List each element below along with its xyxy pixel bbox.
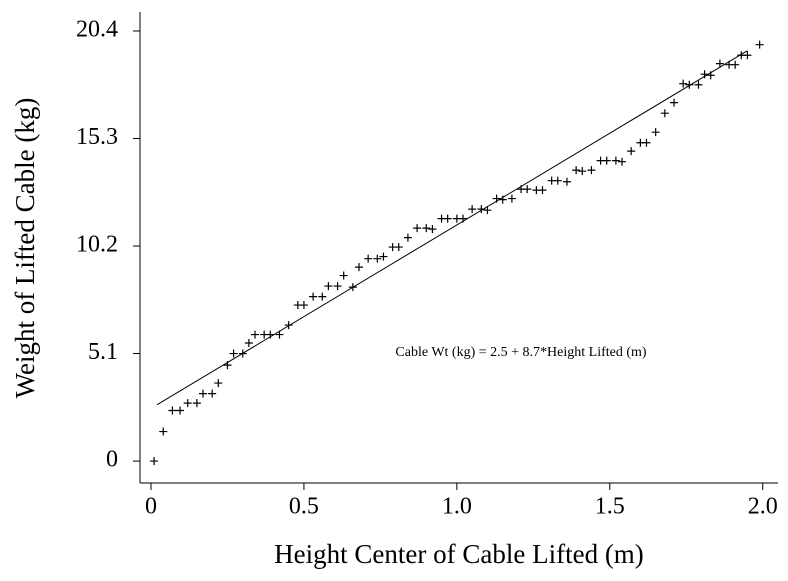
- point: [223, 361, 232, 370]
- point: [670, 98, 679, 107]
- point: [428, 225, 437, 234]
- point: [318, 292, 327, 301]
- point: [538, 186, 547, 195]
- point: [199, 389, 208, 398]
- point: [192, 399, 201, 408]
- point: [587, 166, 596, 175]
- point: [394, 243, 403, 252]
- y-tick-label: 15.3: [76, 124, 118, 150]
- fit-line: [156, 50, 748, 406]
- point: [562, 177, 571, 186]
- point: [458, 214, 467, 223]
- point: [250, 330, 259, 339]
- point: [422, 224, 431, 233]
- point: [507, 194, 516, 203]
- point: [150, 457, 159, 466]
- point: [373, 254, 382, 263]
- point: [755, 40, 764, 49]
- point: [443, 214, 452, 223]
- point: [477, 205, 486, 214]
- point: [275, 330, 284, 339]
- point: [183, 399, 192, 408]
- y-tick-label: 10.2: [76, 232, 118, 258]
- point: [679, 79, 688, 88]
- point: [553, 176, 562, 185]
- y-tick-label: 20.4: [76, 16, 118, 42]
- point: [627, 147, 636, 156]
- point: [238, 349, 247, 358]
- x-tick-label: 0.5: [289, 494, 319, 520]
- point: [176, 406, 185, 415]
- point: [706, 71, 715, 80]
- x-axis-label: Height Center of Cable Lifted (m): [274, 539, 644, 569]
- y-tick-label: 5.1: [88, 339, 118, 365]
- point: [660, 109, 669, 118]
- point: [642, 138, 651, 147]
- x-tick-label: 0: [145, 494, 157, 520]
- point: [578, 167, 587, 176]
- point: [492, 194, 501, 203]
- point: [403, 233, 412, 242]
- point: [364, 254, 373, 263]
- y-tick-label: 0: [106, 447, 118, 473]
- point: [348, 283, 357, 292]
- x-tick-label: 1.0: [442, 494, 472, 520]
- point: [731, 60, 740, 69]
- point: [651, 128, 660, 137]
- point: [743, 51, 752, 60]
- point: [602, 156, 611, 165]
- x-tick-label: 1.5: [595, 494, 625, 520]
- point: [339, 271, 348, 280]
- point: [611, 156, 620, 165]
- point: [333, 282, 342, 291]
- x-tick-label: 2.0: [748, 494, 778, 520]
- point: [168, 406, 177, 415]
- point: [468, 205, 477, 214]
- point: [498, 195, 507, 204]
- y-axis-label: Weight of Lifted Cable (kg): [10, 98, 40, 399]
- point: [413, 224, 422, 233]
- point: [700, 70, 709, 79]
- point: [214, 379, 223, 388]
- point: [694, 80, 703, 89]
- point: [715, 59, 724, 68]
- point: [266, 330, 275, 339]
- point: [309, 292, 318, 301]
- point: [354, 263, 363, 272]
- point: [324, 282, 333, 291]
- point: [284, 321, 293, 330]
- point: [379, 252, 388, 261]
- point: [483, 206, 492, 215]
- annotation: Cable Wt (kg) = 2.5 + 8.7*Height Lifted …: [395, 345, 646, 360]
- point: [208, 389, 217, 398]
- point: [159, 427, 168, 436]
- point: [229, 349, 238, 358]
- point: [523, 185, 532, 194]
- point: [572, 166, 581, 175]
- point: [244, 339, 253, 348]
- point: [685, 80, 694, 89]
- point: [618, 157, 627, 166]
- point: [299, 301, 308, 310]
